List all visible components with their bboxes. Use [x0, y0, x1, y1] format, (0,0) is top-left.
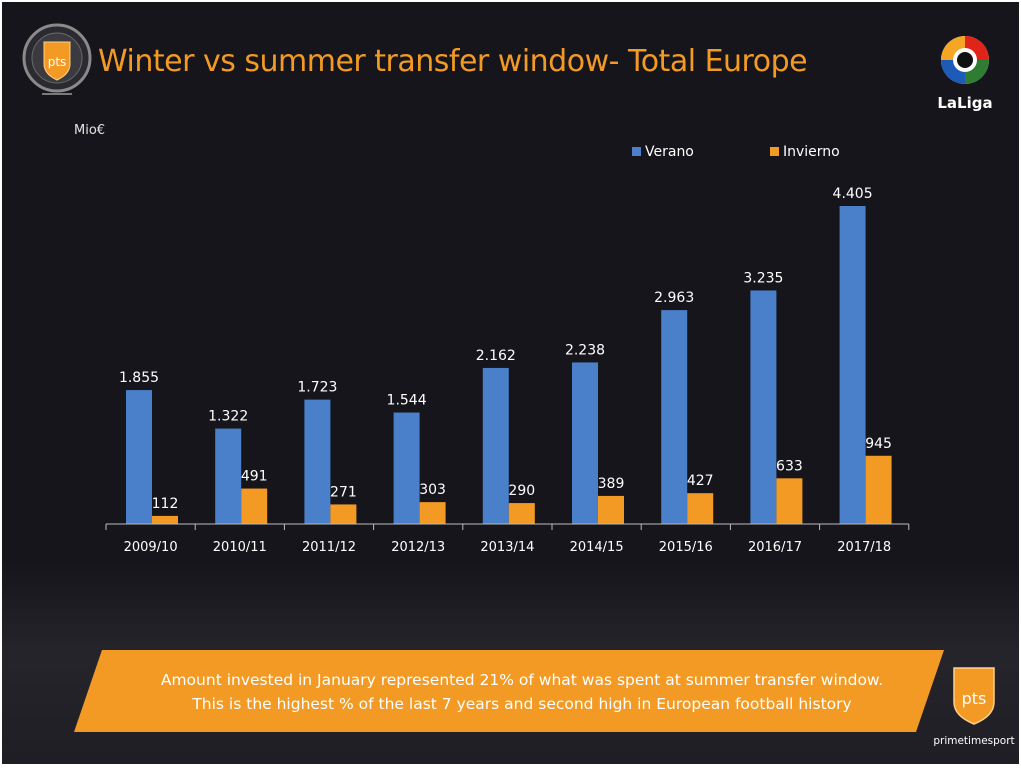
data-label-invierno-2016-17: 633	[776, 458, 803, 474]
legend-label-invierno: Invierno	[783, 144, 840, 160]
laliga-logo-text: LaLiga	[937, 94, 992, 112]
bar-verano-2015-16	[661, 310, 688, 524]
bar-verano-2016-17	[750, 290, 777, 524]
summary-banner	[74, 650, 944, 732]
pts-badge-logo: pts	[22, 23, 92, 95]
bar-invierno-2017-18	[865, 455, 892, 524]
x-tick-label-2016-17: 2016/17	[748, 540, 802, 555]
data-label-verano-2011-12: 1.723	[297, 380, 337, 396]
banner-line-2: This is the highest % of the last 7 year…	[192, 695, 852, 713]
data-label-verano-2014-15: 2.238	[565, 342, 605, 358]
bar-verano-2014-15	[572, 362, 598, 524]
summary-banner-text: Amount invested in January represented 2…	[152, 668, 892, 716]
bar-invierno-2010-11	[241, 488, 268, 524]
legend-swatch-invierno	[770, 147, 779, 156]
slide-title: Winter vs summer transfer window- Total …	[98, 44, 808, 79]
chart-bars: 1.855 112 1.322 491 1.723 271 1.544 303 2.162 290…	[119, 186, 892, 524]
bar-invierno-2015-16	[687, 493, 714, 524]
x-tick-label-2015-16: 2015/16	[659, 540, 713, 555]
data-label-verano-2017-18: 4.405	[833, 186, 873, 202]
x-tick-label-2013-14: 2013/14	[480, 540, 534, 555]
bar-verano-2013-14	[482, 367, 509, 524]
pts-badge-text: pts	[48, 55, 67, 69]
pts-logo-text: pts	[962, 689, 987, 708]
legend-label-verano: Verano	[645, 144, 694, 160]
data-label-invierno-2015-16: 427	[687, 473, 714, 489]
x-axis-ticks: 2009/10 2010/11 2011/12 2012/13 2013/14 2014/…	[105, 524, 910, 555]
data-label-verano-2013-14: 2.162	[476, 348, 516, 364]
unit-label: Mio€	[74, 123, 106, 138]
bar-invierno-2014-15	[598, 495, 624, 524]
bar-verano-2010-11	[215, 428, 242, 524]
bar-verano-2009-10	[126, 390, 152, 524]
bar-invierno-2011-12	[330, 504, 357, 524]
data-label-verano-2012-13: 1.544	[387, 393, 427, 409]
data-label-verano-2010-11: 1.322	[208, 409, 248, 425]
bar-verano-2017-18	[839, 206, 866, 524]
bar-chart: Verano Invierno 1.8551121.3224911.7232711…	[105, 144, 910, 555]
data-label-invierno-2009-10: 112	[152, 496, 179, 512]
legend-swatch-verano	[632, 147, 641, 156]
primetimesport-logo: pts primetimesport	[933, 667, 1015, 747]
x-tick-label-2017-18: 2017/18	[837, 540, 891, 555]
data-label-verano-2015-16: 2.963	[654, 290, 694, 306]
data-label-invierno-2013-14: 290	[508, 483, 535, 499]
x-tick-label-2014-15: 2014/15	[570, 540, 624, 555]
data-label-invierno-2017-18: 945	[865, 436, 892, 452]
bar-invierno-2016-17	[776, 478, 803, 524]
chart-legend: Verano Invierno	[632, 144, 840, 160]
bar-invierno-2013-14	[508, 503, 535, 524]
x-tick-label-2009-10: 2009/10	[124, 540, 178, 555]
data-label-invierno-2014-15: 389	[598, 476, 625, 492]
x-tick-label-2010-11: 2010/11	[213, 540, 267, 555]
bar-invierno-2012-13	[419, 502, 446, 524]
laliga-logo: LaLiga	[937, 36, 993, 112]
data-label-verano-2016-17: 3.235	[743, 270, 783, 286]
data-label-verano-2009-10: 1.855	[119, 370, 159, 386]
banner-line-1: Amount invested in January represented 2…	[160, 671, 884, 689]
data-label-invierno-2012-13: 303	[419, 482, 446, 498]
x-tick-label-2011-12: 2011/12	[302, 540, 356, 555]
primetimesport-text: primetimesport	[933, 735, 1014, 747]
bar-verano-2011-12	[304, 399, 331, 524]
data-label-invierno-2010-11: 491	[241, 469, 268, 485]
x-tick-label-2012-13: 2012/13	[391, 540, 445, 555]
bar-verano-2012-13	[393, 412, 420, 524]
data-label-invierno-2011-12: 271	[330, 484, 357, 500]
bar-invierno-2009-10	[152, 515, 178, 524]
